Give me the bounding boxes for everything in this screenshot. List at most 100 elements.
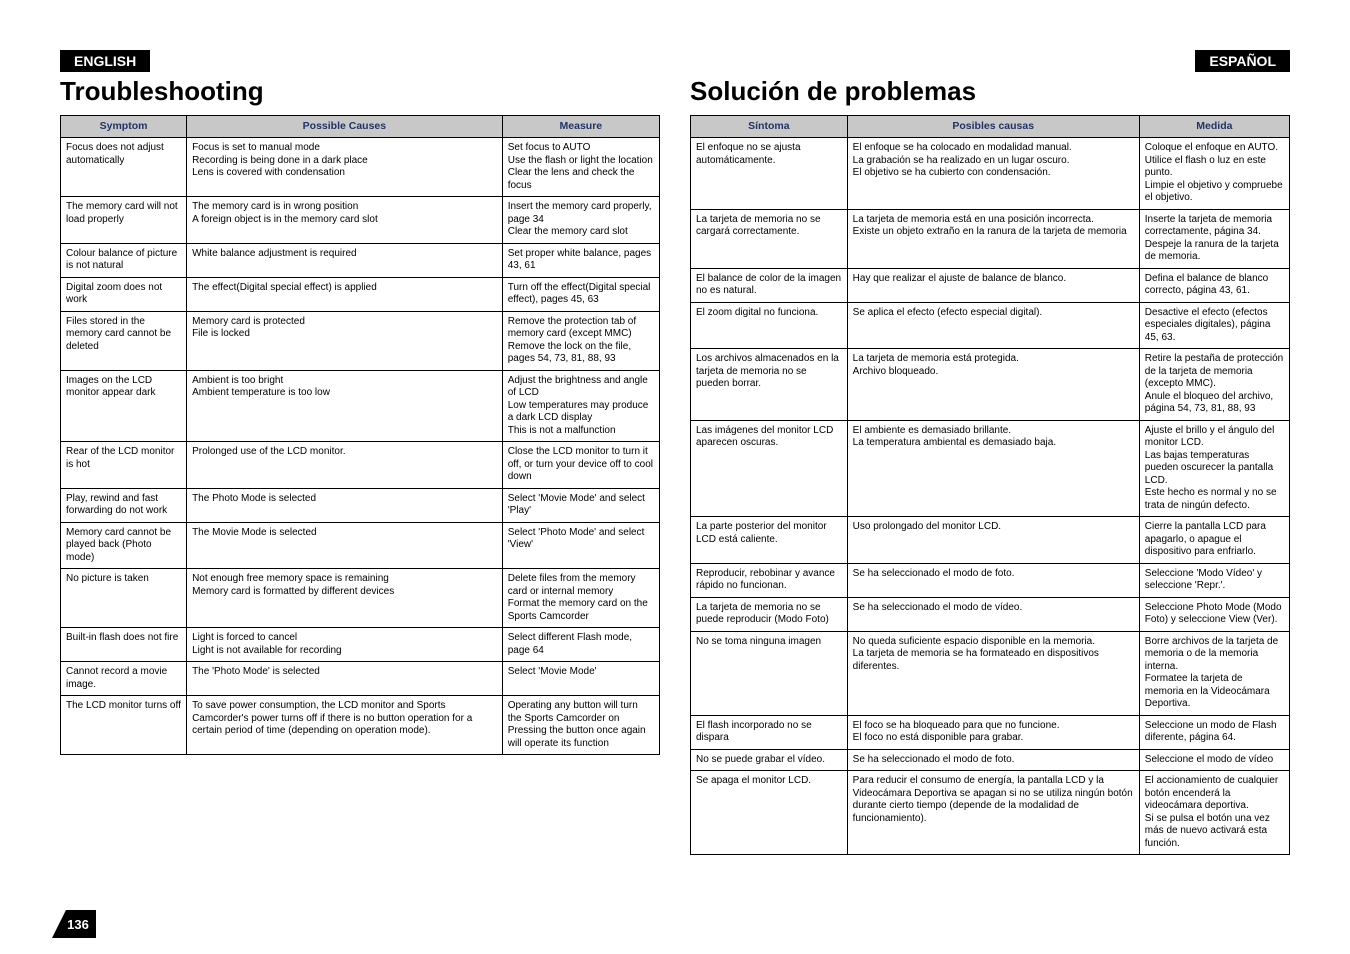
table-row: Files stored in the memory card cannot b…	[61, 311, 660, 370]
cell: The Movie Mode is selected	[187, 522, 503, 569]
cell: Files stored in the memory card cannot b…	[61, 311, 187, 370]
col-header: Possible Causes	[187, 116, 503, 138]
cell: Cannot record a movie image.	[61, 662, 187, 696]
cell: Select 'Movie Mode'	[502, 662, 659, 696]
cell: El foco se ha bloqueado para que no func…	[847, 715, 1139, 749]
cell: Inserte la tarjeta de memoria correctame…	[1139, 209, 1289, 268]
table-row: Rear of the LCD monitor is hotProlonged …	[61, 442, 660, 489]
cell: Se ha seleccionado el modo de foto.	[847, 563, 1139, 597]
table-row: El zoom digital no funciona.Se aplica el…	[691, 302, 1290, 349]
cell: Rear of the LCD monitor is hot	[61, 442, 187, 489]
cell: Turn off the effect(Digital special effe…	[502, 277, 659, 311]
cell: El accionamiento de cualquier botón ence…	[1139, 771, 1289, 855]
cell: Set proper white balance, pages 43, 61	[502, 243, 659, 277]
cell: Built-in flash does not fire	[61, 628, 187, 662]
cell: No se puede grabar el vídeo.	[691, 749, 848, 771]
table-row: Images on the LCD monitor appear darkAmb…	[61, 370, 660, 442]
table-row: Built-in flash does not fireLight is for…	[61, 628, 660, 662]
cell: Seleccione Photo Mode (Modo Foto) y sele…	[1139, 597, 1289, 631]
cell: Uso prolongado del monitor LCD.	[847, 517, 1139, 564]
cell: Se ha seleccionado el modo de vídeo.	[847, 597, 1139, 631]
cell: The 'Photo Mode' is selected	[187, 662, 503, 696]
table-row: Cannot record a movie image.The 'Photo M…	[61, 662, 660, 696]
col-header: Medida	[1139, 116, 1289, 138]
table-left: SymptomPossible CausesMeasure Focus does…	[60, 115, 660, 755]
cell: Defina el balance de blanco correcto, pá…	[1139, 268, 1289, 302]
cell: Memory card cannot be played back (Photo…	[61, 522, 187, 569]
page-number: 136	[52, 910, 96, 938]
cell: Prolonged use of the LCD monitor.	[187, 442, 503, 489]
cell: Set focus to AUTOUse the flash or light …	[502, 138, 659, 197]
cell: La tarjeta de memoria está en una posici…	[847, 209, 1139, 268]
cell: El balance de color de la imagen no es n…	[691, 268, 848, 302]
table-row: La tarjeta de memoria no se cargará corr…	[691, 209, 1290, 268]
table-row: No se puede grabar el vídeo.Se ha selecc…	[691, 749, 1290, 771]
cell: No queda suficiente espacio disponible e…	[847, 631, 1139, 715]
table-row: Los archivos almacenados en la tarjeta d…	[691, 349, 1290, 421]
cell: Reproducir, rebobinar y avance rápido no…	[691, 563, 848, 597]
cell: The LCD monitor turns off	[61, 696, 187, 755]
table-row: Las imágenes del monitor LCD aparecen os…	[691, 420, 1290, 517]
cell: Not enough free memory space is remainin…	[187, 569, 503, 628]
cell: Light is forced to cancelLight is not av…	[187, 628, 503, 662]
cell: The effect(Digital special effect) is ap…	[187, 277, 503, 311]
lang-badge-en: ENGLISH	[60, 50, 150, 72]
cell: Ajuste el brillo y el ángulo del monitor…	[1139, 420, 1289, 517]
cell: Seleccione un modo de Flash diferente, p…	[1139, 715, 1289, 749]
table-row: Focus does not adjust automaticallyFocus…	[61, 138, 660, 197]
table-row: El enfoque no se ajusta automáticamente.…	[691, 138, 1290, 210]
cell: Hay que realizar el ajuste de balance de…	[847, 268, 1139, 302]
cell: Select different Flash mode, page 64	[502, 628, 659, 662]
cell: Remove the protection tab of memory card…	[502, 311, 659, 370]
cell: To save power consumption, the LCD monit…	[187, 696, 503, 755]
cell: Retire la pestaña de protección de la ta…	[1139, 349, 1289, 421]
cell: No picture is taken	[61, 569, 187, 628]
table-row: Play, rewind and fast forwarding do not …	[61, 488, 660, 522]
cell: Close the LCD monitor to turn it off, or…	[502, 442, 659, 489]
cell: Adjust the brightness and angle of LCDLo…	[502, 370, 659, 442]
cell: La parte posterior del monitor LCD está …	[691, 517, 848, 564]
cell: Delete files from the memory card or int…	[502, 569, 659, 628]
cell: Borre archivos de la tarjeta de memoria …	[1139, 631, 1289, 715]
table-right: SíntomaPosibles causasMedida El enfoque …	[690, 115, 1290, 855]
table-row: Colour balance of picture is not natural…	[61, 243, 660, 277]
cell: El enfoque se ha colocado en modalidad m…	[847, 138, 1139, 210]
cell: Focus does not adjust automatically	[61, 138, 187, 197]
cell: Seleccione 'Modo Vídeo' y seleccione 'Re…	[1139, 563, 1289, 597]
cell: The memory card will not load properly	[61, 197, 187, 244]
cell: Memory card is protectedFile is locked	[187, 311, 503, 370]
cell: Images on the LCD monitor appear dark	[61, 370, 187, 442]
table-row: Se apaga el monitor LCD.Para reducir el …	[691, 771, 1290, 855]
table-row: No se toma ninguna imagenNo queda sufici…	[691, 631, 1290, 715]
lang-badge-es: ESPAÑOL	[1195, 50, 1290, 72]
cell: Ambient is too brightAmbient temperature…	[187, 370, 503, 442]
cell: Colour balance of picture is not natural	[61, 243, 187, 277]
cell: Focus is set to manual modeRecording is …	[187, 138, 503, 197]
cell: No se toma ninguna imagen	[691, 631, 848, 715]
table-row: La parte posterior del monitor LCD está …	[691, 517, 1290, 564]
col-header: Posibles causas	[847, 116, 1139, 138]
table-row: The memory card will not load properlyTh…	[61, 197, 660, 244]
cell: Play, rewind and fast forwarding do not …	[61, 488, 187, 522]
cell: Insert the memory card properly, page 34…	[502, 197, 659, 244]
table-row: El flash incorporado no se disparaEl foc…	[691, 715, 1290, 749]
cell: Select 'Movie Mode' and select 'Play'	[502, 488, 659, 522]
title-right: Solución de problemas	[690, 76, 1290, 107]
cell: Cierre la pantalla LCD para apagarlo, o …	[1139, 517, 1289, 564]
cell: La tarjeta de memoria no se puede reprod…	[691, 597, 848, 631]
cell: El flash incorporado no se dispara	[691, 715, 848, 749]
cell: Para reducir el consumo de energía, la p…	[847, 771, 1139, 855]
table-row: The LCD monitor turns offTo save power c…	[61, 696, 660, 755]
cell: La tarjeta de memoria está protegida.Arc…	[847, 349, 1139, 421]
cell: Digital zoom does not work	[61, 277, 187, 311]
col-header: Measure	[502, 116, 659, 138]
cell: Se ha seleccionado el modo de foto.	[847, 749, 1139, 771]
cell: The Photo Mode is selected	[187, 488, 503, 522]
cell: Se apaga el monitor LCD.	[691, 771, 848, 855]
table-row: No picture is takenNot enough free memor…	[61, 569, 660, 628]
table-row: El balance de color de la imagen no es n…	[691, 268, 1290, 302]
cell: Desactive el efecto (efectos especiales …	[1139, 302, 1289, 349]
cell: Se aplica el efecto (efecto especial dig…	[847, 302, 1139, 349]
title-left: Troubleshooting	[60, 76, 660, 107]
cell: Operating any button will turn the Sport…	[502, 696, 659, 755]
